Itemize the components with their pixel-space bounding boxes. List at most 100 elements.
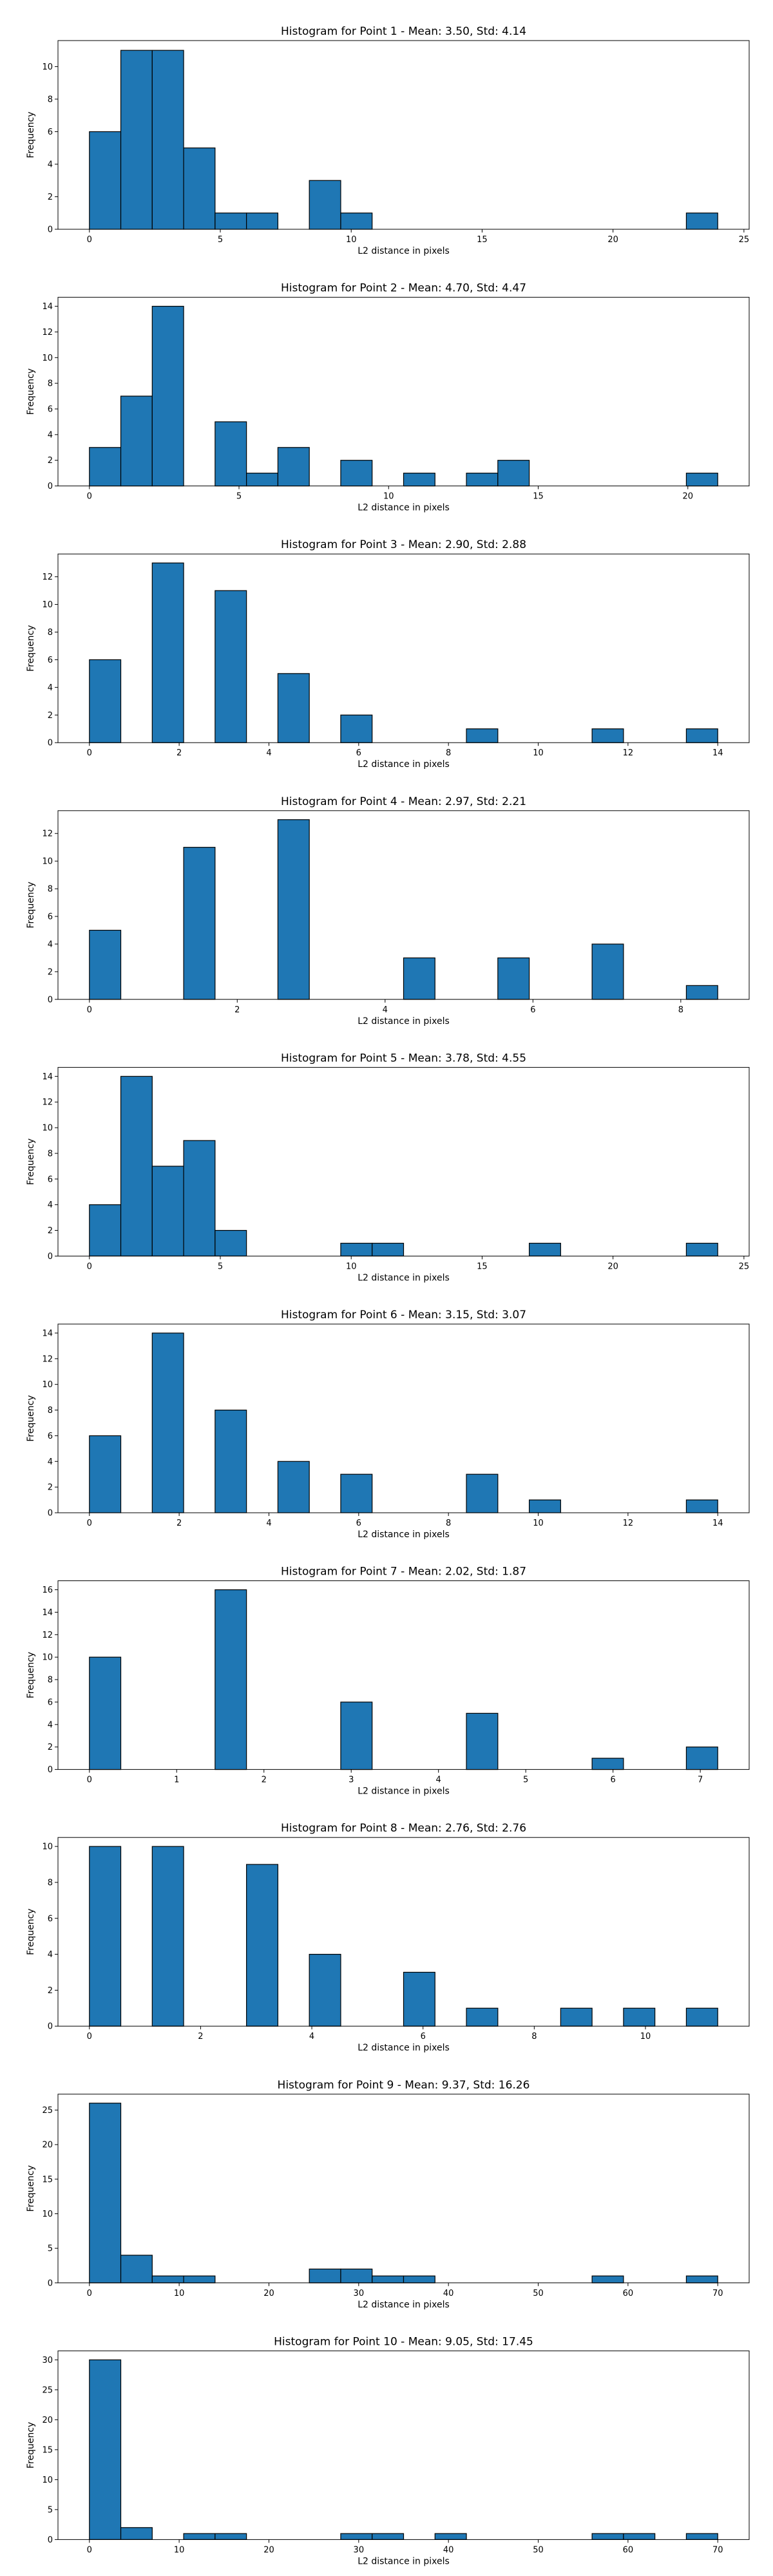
histogram-bar: [120, 1075, 153, 1257]
histogram-bar: [151, 2275, 184, 2284]
axes-frame: [57, 2350, 750, 2540]
y-tick-label: 20: [42, 2141, 53, 2150]
x-tick-label: 4: [266, 1519, 271, 1528]
histogram-bar: [309, 180, 341, 230]
histogram-bar: [685, 728, 718, 743]
chart-panel-7: Histogram for Point 7 - Mean: 2.02, Std:…: [26, 1566, 750, 1797]
y-tick-label: 0: [48, 1765, 53, 1775]
y-tick-label: 10: [42, 1380, 53, 1390]
x-tick-label: 25: [739, 1262, 750, 1271]
x-axis-label: L2 distance in pixels: [358, 1273, 450, 1283]
x-tick-label: 6: [611, 1776, 616, 1785]
x-tick-label: 2: [177, 748, 182, 758]
histogram-bar: [340, 213, 373, 230]
x-tick-label: 2: [234, 1005, 240, 1015]
histogram-bar: [151, 305, 184, 487]
x-tick-label: 0: [87, 748, 92, 758]
histogram-bar: [89, 1435, 122, 1513]
histogram-bar: [372, 1242, 405, 1256]
chart-title: Histogram for Point 9 - Mean: 9.37, Std:…: [278, 2079, 530, 2092]
chart-panel-2: Histogram for Point 2 - Mean: 4.70, Std:…: [26, 282, 750, 513]
y-tick-label: 5: [48, 2244, 53, 2254]
chart-panel-1: Histogram for Point 1 - Mean: 3.50, Std:…: [26, 25, 750, 256]
x-tick-label: 10: [640, 2032, 651, 2041]
y-tick-label: 6: [48, 1698, 53, 1707]
x-tick-label: 10: [346, 235, 357, 245]
histogram-bar: [685, 2007, 718, 2027]
y-tick-label: 16: [42, 1586, 53, 1595]
y-tick-label: 6: [48, 1175, 53, 1184]
x-tick-label: 20: [263, 2545, 274, 2555]
chart-panel-8: Histogram for Point 8 - Mean: 2.76, Std:…: [26, 1822, 750, 2053]
y-tick-label: 0: [48, 2022, 53, 2032]
histogram-bar: [685, 1747, 718, 1770]
y-tick-label: 25: [42, 2106, 53, 2116]
x-axis-label: L2 distance in pixels: [358, 2043, 450, 2053]
axes-frame: [57, 297, 750, 487]
y-tick-label: 0: [48, 225, 53, 235]
histogram-bar: [591, 1757, 624, 1770]
x-tick-label: 10: [174, 2289, 185, 2298]
y-tick-label: 2: [48, 967, 53, 977]
histogram-bar: [89, 1656, 122, 1770]
histogram-bar: [685, 985, 718, 1000]
chart-panel-9: Histogram for Point 9 - Mean: 9.37, Std:…: [26, 2079, 750, 2310]
x-tick-label: 6: [356, 748, 361, 758]
x-tick-label: 20: [263, 2289, 274, 2298]
x-tick-label: 25: [739, 235, 750, 245]
histogram-bar: [151, 1166, 184, 1257]
chart-title: Histogram for Point 6 - Mean: 3.15, Std:…: [281, 1309, 526, 1321]
x-tick-label: 15: [533, 492, 544, 502]
x-tick-label: 0: [87, 1776, 92, 1785]
histogram-bar: [183, 847, 216, 1000]
y-tick-label: 8: [48, 379, 53, 389]
histogram-bar: [183, 147, 216, 230]
histogram-bar: [215, 1409, 247, 1513]
histogram-bar: [340, 1242, 373, 1256]
y-tick-label: 12: [42, 1354, 53, 1364]
y-tick-label: 2: [48, 1743, 53, 1752]
histogram-bar: [215, 590, 247, 743]
x-tick-label: 12: [623, 748, 634, 758]
x-tick-label: 3: [348, 1776, 354, 1785]
y-tick-label: 12: [42, 829, 53, 839]
x-tick-label: 30: [354, 2545, 365, 2555]
chart-panel-10: Histogram for Point 10 - Mean: 9.05, Std…: [26, 2335, 750, 2566]
y-tick-label: 4: [48, 1200, 53, 1210]
x-tick-label: 5: [236, 492, 242, 502]
histogram-bar: [340, 2533, 373, 2540]
x-tick-label: 4: [266, 748, 271, 758]
histogram-bar: [246, 473, 279, 487]
histogram-bar: [403, 1971, 435, 2027]
chart-title: Histogram for Point 4 - Mean: 2.97, Std:…: [281, 795, 526, 808]
x-axis-label: L2 distance in pixels: [358, 1786, 450, 1797]
histogram-bar: [151, 1846, 184, 2027]
y-tick-label: 12: [42, 328, 53, 337]
histogram-bar: [591, 2275, 624, 2284]
x-tick-label: 70: [712, 2289, 723, 2298]
x-tick-label: 4: [436, 1776, 441, 1785]
y-tick-label: 2: [48, 1483, 53, 1493]
y-tick-label: 4: [48, 430, 53, 440]
histogram-bar: [183, 2275, 216, 2284]
histogram-bar: [372, 2533, 405, 2540]
y-tick-label: 30: [42, 2356, 53, 2365]
histogram-bar: [685, 1499, 718, 1513]
x-tick-label: 8: [446, 748, 451, 758]
histogram-bar: [215, 2533, 247, 2540]
histogram-bar: [309, 1953, 341, 2027]
y-tick-label: 2: [48, 456, 53, 466]
histogram-bar: [151, 562, 184, 743]
y-tick-label: 10: [42, 1842, 53, 1852]
y-tick-label: 8: [48, 1878, 53, 1888]
chart-title: Histogram for Point 8 - Mean: 2.76, Std:…: [281, 1822, 526, 1835]
x-axis-label: L2 distance in pixels: [358, 2300, 450, 2310]
x-tick-label: 30: [354, 2289, 365, 2298]
x-tick-label: 0: [87, 2032, 92, 2041]
x-tick-label: 8: [531, 2032, 537, 2041]
x-tick-label: 20: [607, 235, 618, 245]
y-axis-label: Frequency: [26, 625, 36, 672]
histogram-bar: [89, 2359, 122, 2540]
axes-frame: [57, 1580, 750, 1770]
